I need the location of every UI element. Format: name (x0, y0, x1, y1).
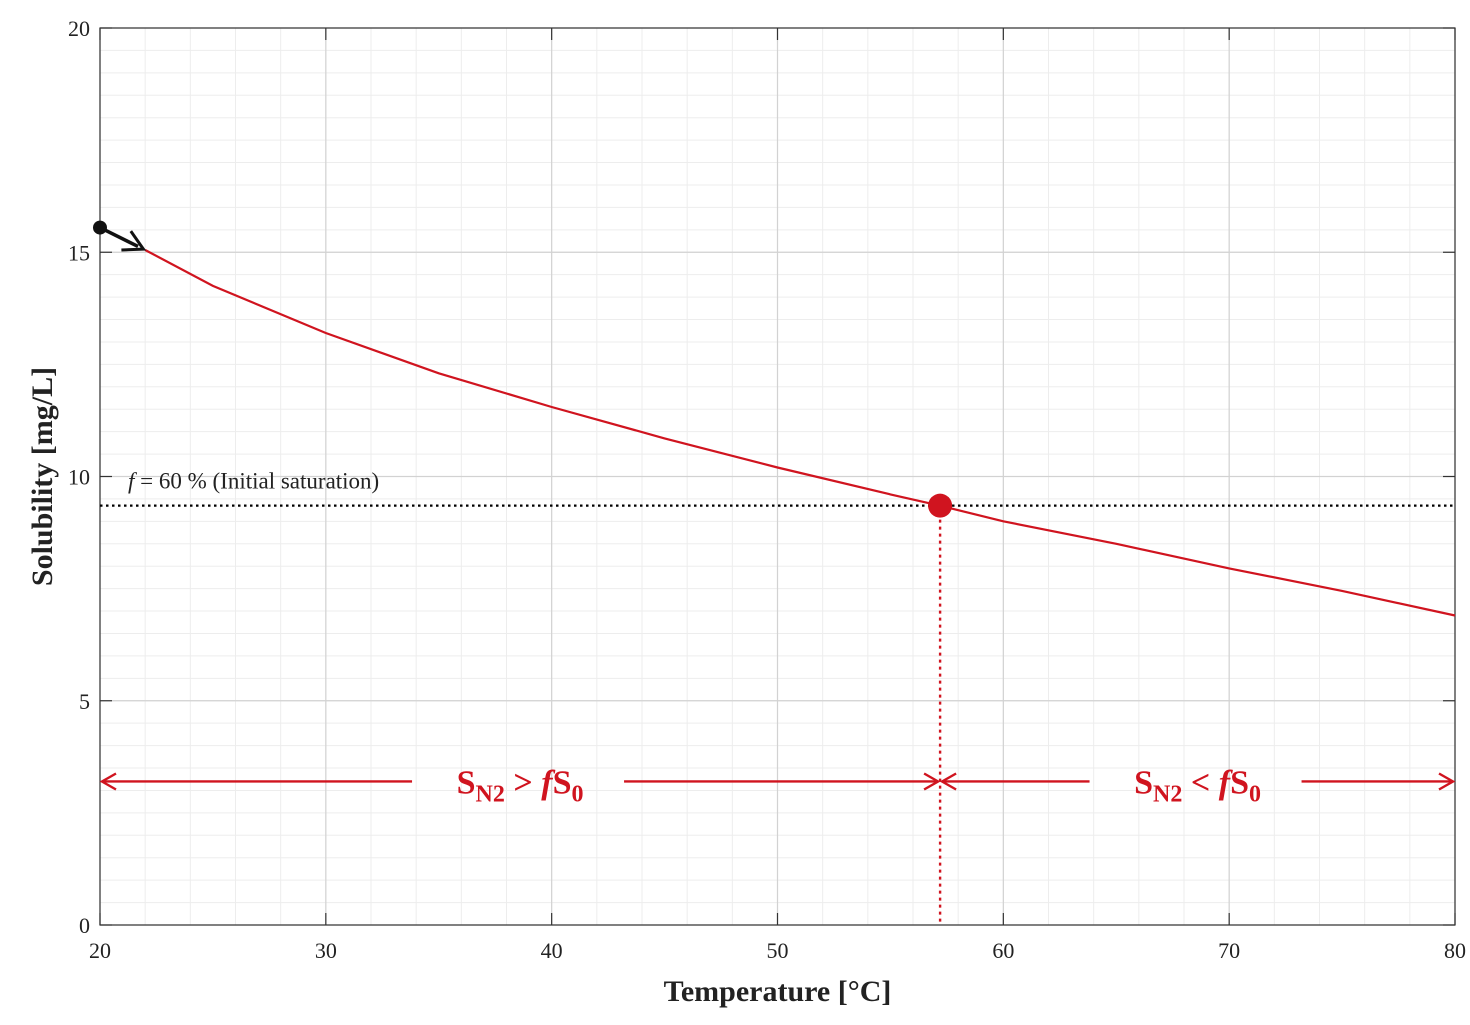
y-tick-label: 15 (68, 240, 90, 265)
y-tick-label: 0 (79, 913, 90, 938)
solubility-curve (144, 249, 1456, 617)
y-axis-label: Solubility [mg/L] (26, 367, 59, 586)
intersection-point (928, 493, 953, 518)
x-tick-label: 70 (1218, 938, 1240, 963)
x-tick-label: 50 (767, 938, 789, 963)
initial-arrow (99, 226, 139, 249)
tick-labels: 20 30 40 50 60 70 80 0 5 10 15 20 (68, 16, 1466, 963)
x-axis-label: Temperature [°C] (664, 975, 892, 1008)
x-tick-label: 20 (89, 938, 111, 963)
initial-point (93, 220, 107, 235)
y-tick-label: 20 (68, 16, 90, 41)
initial-arrowhead (121, 230, 147, 252)
region-right-arrowhead-end (1438, 772, 1456, 791)
x-tick-label: 30 (315, 938, 337, 963)
reference-line-text: = 60 % (Initial saturation) (134, 469, 379, 494)
reference-line-symbol: f (128, 469, 138, 494)
x-tick-label: 80 (1444, 938, 1466, 963)
region-left-arrowhead-start (99, 772, 117, 791)
region-right-label: SN2 < fS0 (1134, 764, 1261, 807)
reference-line-label: f = 60 % (Initial saturation) (128, 469, 379, 494)
region-left-arrowhead-end (923, 772, 941, 791)
x-tick-label: 60 (992, 938, 1014, 963)
region-left-label: SN2 > fS0 (457, 764, 584, 807)
y-tick-label: 5 (79, 689, 90, 714)
x-tick-label: 40 (541, 938, 563, 963)
y-tick-label: 10 (68, 465, 90, 490)
region-right-arrowhead-start (939, 772, 957, 791)
region-arrows (99, 772, 1456, 791)
axis-ticks (99, 27, 1456, 926)
